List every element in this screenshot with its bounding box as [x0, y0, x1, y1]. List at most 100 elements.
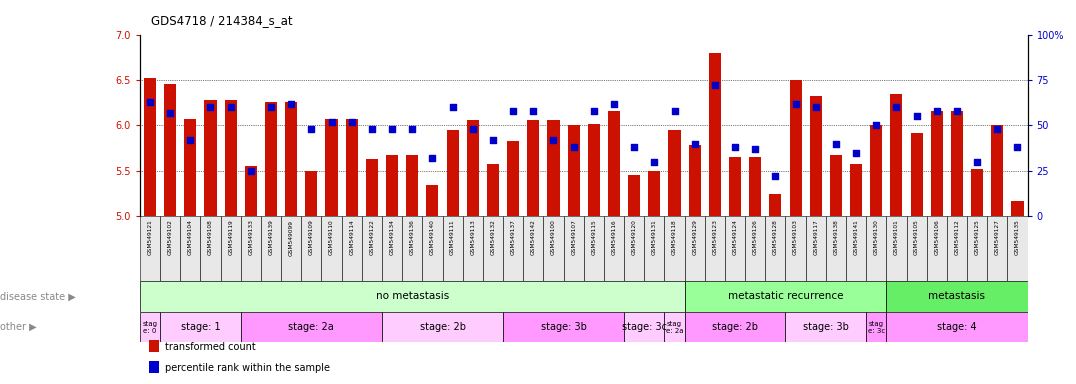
- Bar: [684, 312, 785, 343]
- Text: GSM549125: GSM549125: [975, 220, 979, 255]
- Point: [848, 150, 865, 156]
- Point: [302, 126, 320, 132]
- Bar: [306, 171, 317, 216]
- Bar: [785, 216, 806, 281]
- Text: GSM549124: GSM549124: [733, 220, 737, 255]
- Bar: [382, 312, 504, 343]
- Bar: [866, 312, 887, 343]
- Point: [161, 110, 179, 116]
- Bar: [225, 100, 237, 216]
- Bar: [281, 216, 301, 281]
- Text: stage: 3b: stage: 3b: [540, 322, 586, 332]
- Bar: [947, 216, 967, 281]
- Bar: [181, 216, 200, 281]
- Bar: [402, 216, 422, 281]
- Text: GSM549119: GSM549119: [228, 220, 233, 255]
- Text: GSM549121: GSM549121: [147, 220, 153, 255]
- Bar: [382, 216, 402, 281]
- Bar: [806, 216, 825, 281]
- Text: transformed count: transformed count: [165, 342, 255, 352]
- Bar: [204, 100, 216, 216]
- Text: GSM549118: GSM549118: [672, 220, 677, 255]
- Point: [585, 108, 603, 114]
- Bar: [148, 341, 159, 352]
- Bar: [709, 53, 721, 216]
- Point: [283, 101, 300, 107]
- Bar: [463, 216, 483, 281]
- Bar: [567, 126, 580, 216]
- Bar: [664, 216, 684, 281]
- Text: GSM549105: GSM549105: [915, 220, 919, 255]
- Text: GSM549110: GSM549110: [329, 220, 334, 255]
- Bar: [628, 175, 640, 216]
- Bar: [684, 281, 887, 312]
- Bar: [342, 216, 362, 281]
- Point: [807, 104, 824, 110]
- Bar: [442, 216, 463, 281]
- Bar: [200, 216, 221, 281]
- Bar: [527, 120, 539, 216]
- Text: other ▶: other ▶: [0, 322, 37, 332]
- Text: GSM549130: GSM549130: [874, 220, 879, 255]
- Point: [726, 144, 744, 151]
- Text: GSM549114: GSM549114: [350, 220, 354, 255]
- Point: [404, 126, 421, 132]
- Bar: [583, 216, 604, 281]
- Bar: [689, 146, 700, 216]
- Bar: [664, 312, 684, 343]
- Bar: [830, 154, 841, 216]
- Text: GSM549106: GSM549106: [934, 220, 939, 255]
- Bar: [1011, 201, 1023, 216]
- Bar: [826, 216, 846, 281]
- Text: GSM549120: GSM549120: [632, 220, 637, 255]
- Text: GSM549131: GSM549131: [652, 220, 656, 255]
- Point: [444, 104, 462, 110]
- Point: [343, 119, 360, 125]
- Bar: [846, 216, 866, 281]
- Text: GSM549102: GSM549102: [168, 220, 172, 255]
- Text: no metastasis: no metastasis: [376, 291, 449, 301]
- Bar: [887, 312, 1028, 343]
- Bar: [790, 80, 802, 216]
- Bar: [951, 111, 963, 216]
- Text: stage: 3b: stage: 3b: [803, 322, 849, 332]
- Bar: [587, 124, 600, 216]
- Bar: [244, 166, 257, 216]
- Bar: [887, 281, 1028, 312]
- Text: GSM549123: GSM549123: [712, 220, 718, 255]
- Point: [929, 108, 946, 114]
- Point: [242, 168, 259, 174]
- Bar: [745, 216, 765, 281]
- Text: GSM549107: GSM549107: [571, 220, 576, 255]
- Text: stage: 2a: stage: 2a: [288, 322, 335, 332]
- Bar: [887, 216, 906, 281]
- Text: GDS4718 / 214384_s_at: GDS4718 / 214384_s_at: [151, 14, 293, 27]
- Point: [141, 99, 158, 105]
- Bar: [523, 216, 543, 281]
- Bar: [891, 94, 903, 216]
- Point: [606, 101, 623, 107]
- Bar: [184, 119, 196, 216]
- Bar: [140, 281, 684, 312]
- Text: GSM549109: GSM549109: [309, 220, 314, 255]
- Point: [908, 113, 925, 119]
- Text: GSM549128: GSM549128: [773, 220, 778, 255]
- Bar: [564, 216, 583, 281]
- Bar: [260, 216, 281, 281]
- Text: GSM549104: GSM549104: [188, 220, 193, 255]
- Point: [989, 126, 1006, 132]
- Text: GSM549137: GSM549137: [511, 220, 515, 255]
- Bar: [604, 216, 624, 281]
- Point: [182, 137, 199, 143]
- Bar: [926, 216, 947, 281]
- Bar: [160, 216, 181, 281]
- Text: metastatic recurrence: metastatic recurrence: [727, 291, 844, 301]
- Bar: [971, 169, 983, 216]
- Text: stag
e: 0: stag e: 0: [142, 321, 157, 334]
- Point: [525, 108, 542, 114]
- Bar: [160, 312, 241, 343]
- Text: GSM549134: GSM549134: [390, 220, 395, 255]
- Point: [565, 144, 582, 151]
- Text: GSM549101: GSM549101: [894, 220, 898, 255]
- Point: [383, 126, 400, 132]
